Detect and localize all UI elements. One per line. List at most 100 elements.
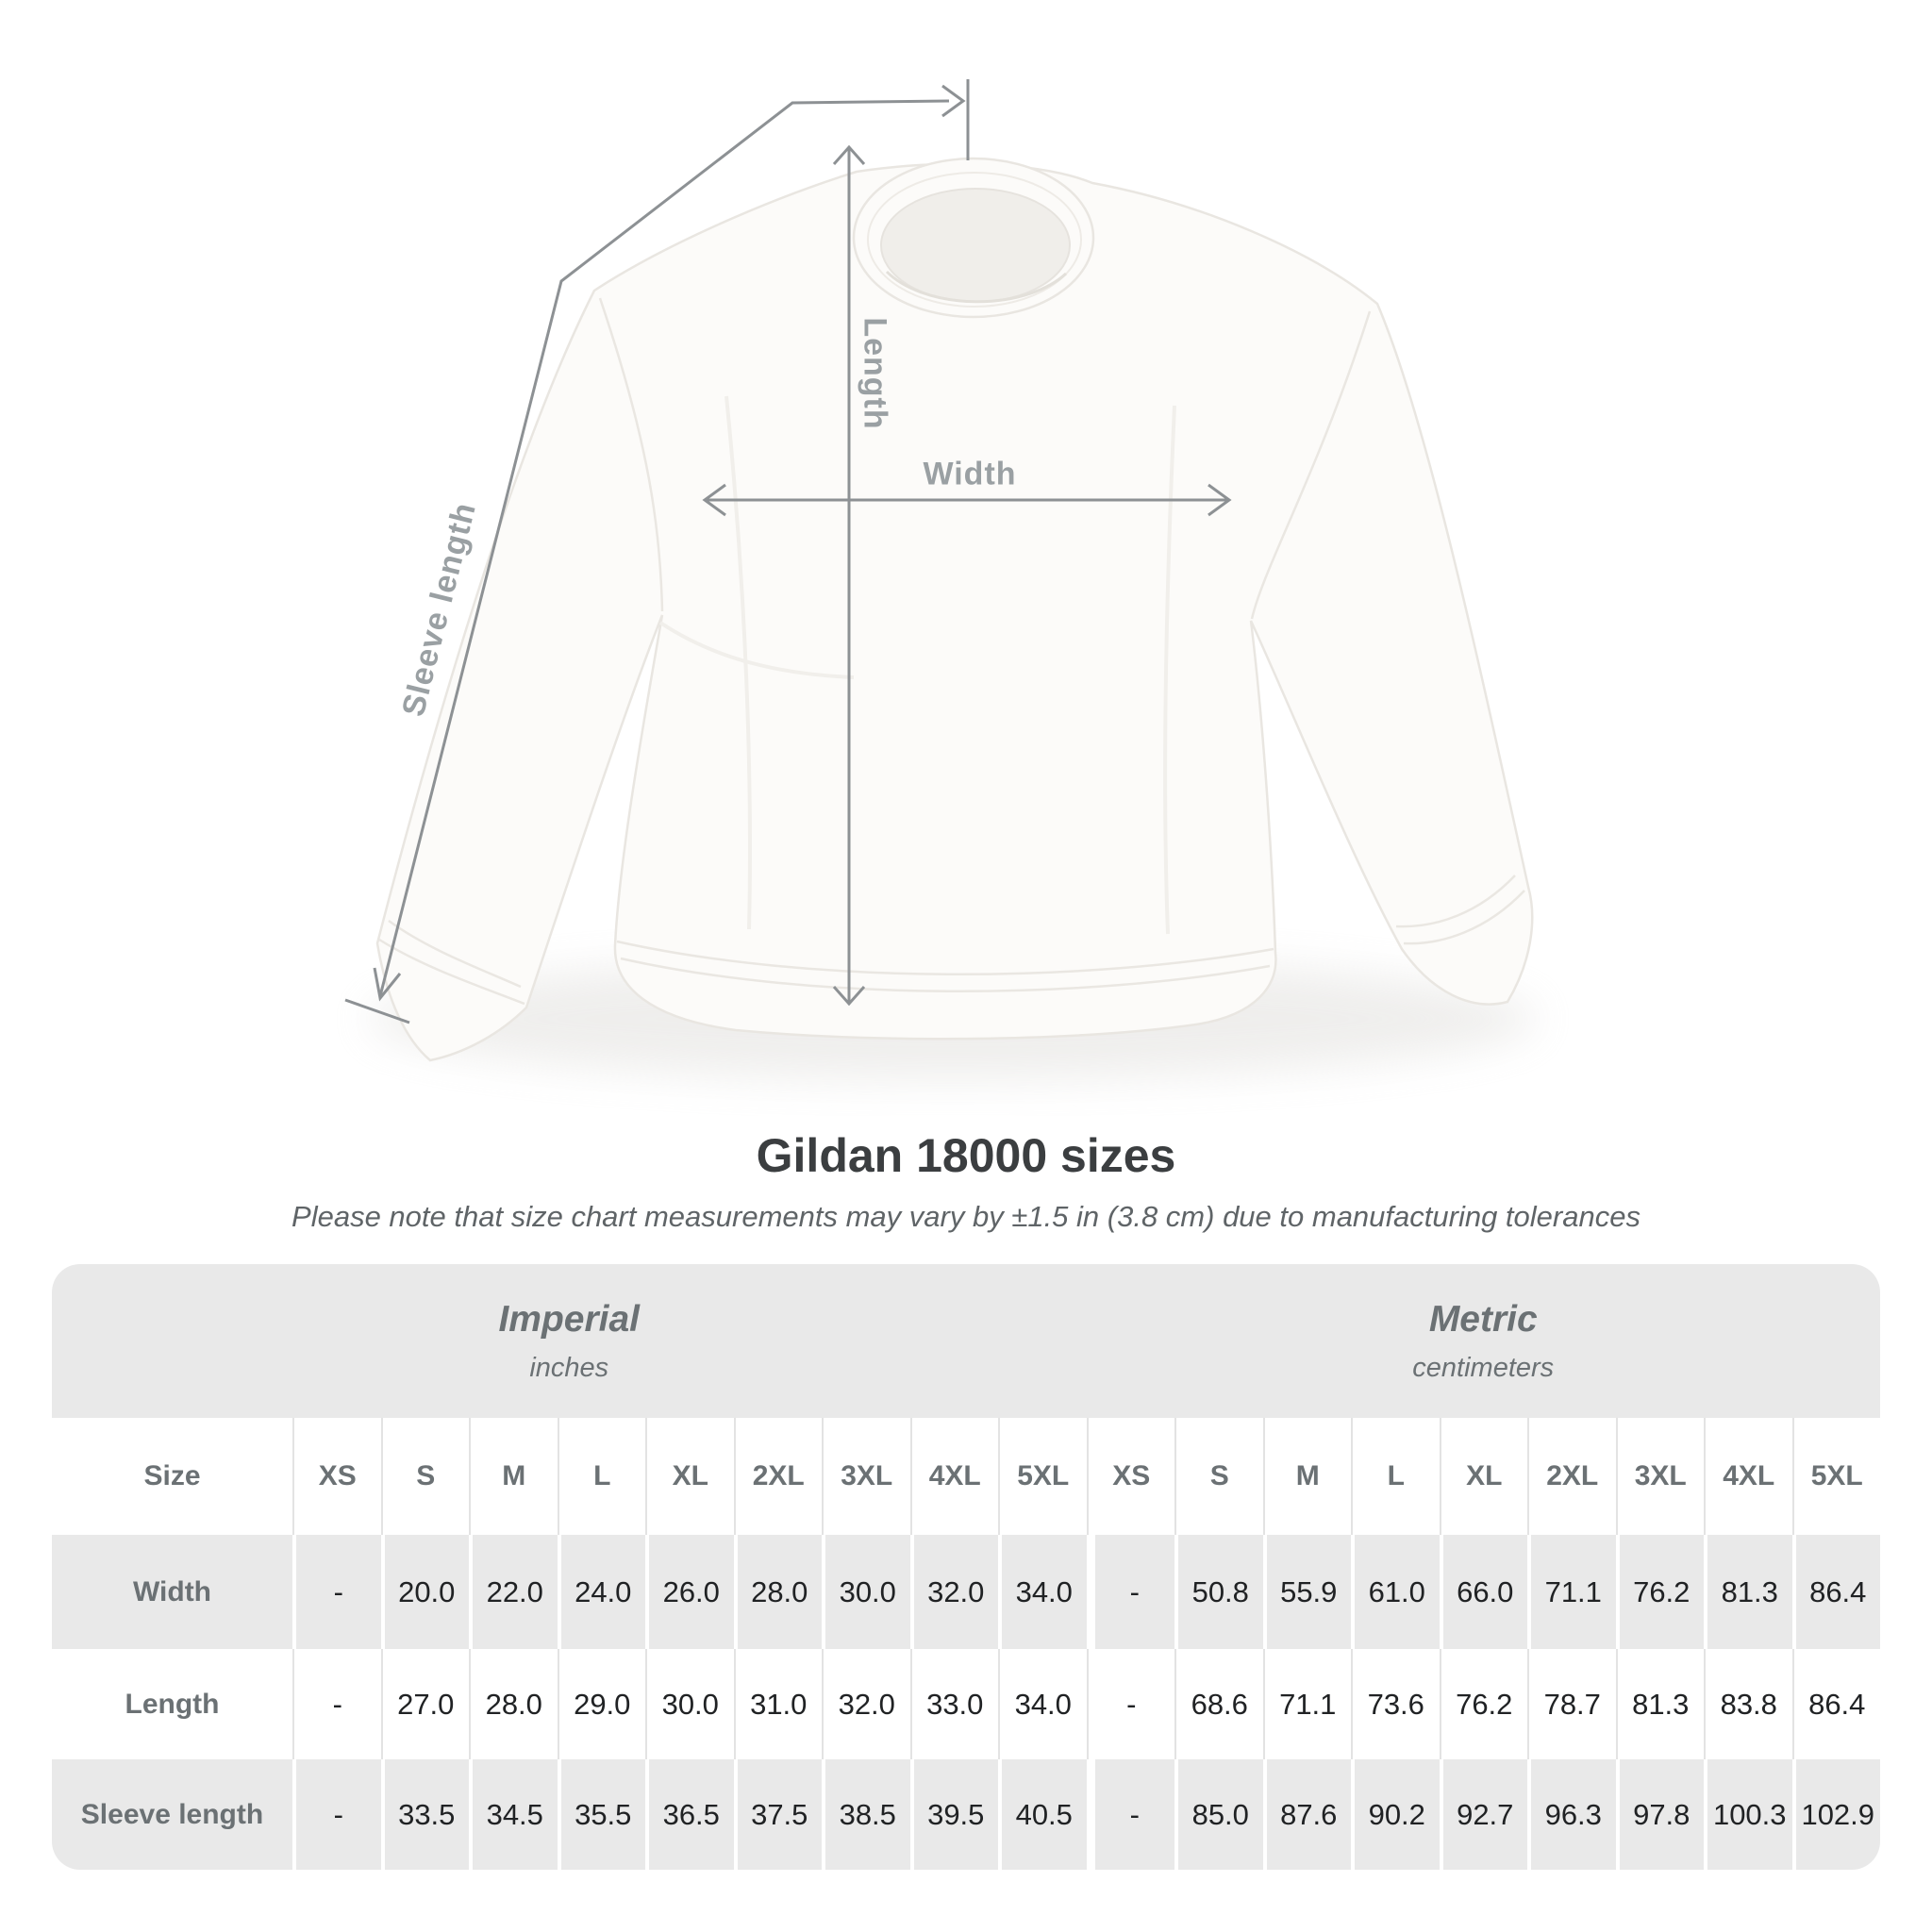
value-cell: 31.0 — [733, 1649, 823, 1759]
value-cell: 97.8 — [1615, 1759, 1705, 1870]
size-header-row: Size XS S M L XL 2XL 3XL 4XL 5XL XS S M L XL 2XL 3XL 4XL… — [52, 1418, 1880, 1535]
value-cell: 28.0 — [469, 1649, 558, 1759]
value-cell: 92.7 — [1439, 1759, 1528, 1870]
value-cell: 22.0 — [469, 1535, 558, 1649]
row-label: Sleeve length — [80, 1798, 264, 1830]
value-cell: - — [1086, 1535, 1175, 1649]
table-body: Width -20.0 22.0 24.0 26.0 28.0 30.0 32.0 34.0-5… — [52, 1535, 1880, 1870]
value-cell: - — [292, 1759, 381, 1870]
value-cell: 81.3 — [1615, 1649, 1705, 1759]
value-cell: 73.6 — [1351, 1649, 1440, 1759]
value-cell: 34.5 — [469, 1759, 558, 1870]
value-cell: 85.0 — [1174, 1759, 1263, 1870]
sweatshirt-body — [375, 162, 1534, 1062]
value-cell: 32.0 — [909, 1535, 999, 1649]
table-row: Sleeve length -33.5 34.5 35.5 36.5 37.5 38.5 39… — [52, 1759, 1880, 1870]
value-cell: 100.3 — [1704, 1759, 1792, 1870]
value-cell: 71.1 — [1527, 1535, 1616, 1649]
size-col-header: 2XL — [733, 1418, 823, 1535]
value-cell: 38.5 — [822, 1759, 910, 1870]
value-cell: 30.0 — [645, 1649, 734, 1759]
imperial-unit-label: inches — [529, 1352, 609, 1383]
width-measure-arrow — [702, 483, 1232, 517]
value-cell: 90.2 — [1351, 1759, 1440, 1870]
unit-group-header-row: Imperial inches Metric centimeters — [52, 1264, 1880, 1418]
size-col-header: 5XL — [1791, 1418, 1881, 1535]
metric-title: Metric — [1428, 1298, 1538, 1340]
sweatshirt-illustration — [344, 79, 1538, 1079]
value-cell: - — [1086, 1649, 1175, 1759]
value-cell: 34.0 — [998, 1535, 1087, 1649]
value-cell: 68.6 — [1174, 1649, 1263, 1759]
value-cell: 96.3 — [1527, 1759, 1616, 1870]
value-cell: 81.3 — [1704, 1535, 1792, 1649]
value-cell: - — [292, 1535, 381, 1649]
value-cell: 40.5 — [998, 1759, 1087, 1870]
size-col-header: 2XL — [1527, 1418, 1616, 1535]
sleeve-measure-line — [344, 79, 970, 1024]
value-cell: 55.9 — [1262, 1535, 1352, 1649]
size-col-header: 5XL — [998, 1418, 1087, 1535]
size-col-header: M — [1262, 1418, 1352, 1535]
value-cell: 37.5 — [733, 1759, 823, 1870]
value-cell: 29.0 — [557, 1649, 646, 1759]
table-row: Length -27.0 28.0 29.0 30.0 31.0 32.0 33.0 34.0-… — [52, 1649, 1880, 1759]
imperial-title: Imperial — [498, 1298, 641, 1340]
value-cell: 27.0 — [380, 1649, 470, 1759]
chart-subtitle: Please note that size chart measurements… — [291, 1200, 1641, 1233]
value-cell: 35.5 — [557, 1759, 646, 1870]
garment-diagram: Length Width Sleeve length — [344, 79, 1538, 1079]
value-cell: 20.0 — [380, 1535, 470, 1649]
size-col-header: L — [1351, 1418, 1440, 1535]
group-header-imperial: Imperial inches — [52, 1264, 1087, 1418]
value-cell: 87.6 — [1262, 1759, 1352, 1870]
value-cell: 83.8 — [1704, 1649, 1792, 1759]
title-block: Gildan 18000 sizes Please note that size… — [0, 1128, 1932, 1234]
value-cell: 78.7 — [1527, 1649, 1616, 1759]
row-label: Width — [132, 1575, 212, 1607]
length-label: Length — [857, 317, 893, 430]
value-cell: 71.1 — [1262, 1649, 1352, 1759]
value-cell: 24.0 — [557, 1535, 646, 1649]
value-cell: 102.9 — [1791, 1759, 1881, 1870]
size-col-header: S — [1174, 1418, 1263, 1535]
size-col-header: M — [469, 1418, 558, 1535]
size-col-header: XL — [645, 1418, 734, 1535]
measurement-lines — [344, 79, 1232, 1024]
size-col-header: XS — [292, 1418, 381, 1535]
chart-title: Gildan 18000 sizes — [756, 1129, 1176, 1182]
value-cell: 86.4 — [1791, 1535, 1881, 1649]
value-cell: 28.0 — [733, 1535, 823, 1649]
size-table: Imperial inches Metric centimeters Size … — [52, 1264, 1880, 1870]
size-col-header: XL — [1439, 1418, 1528, 1535]
value-cell: 32.0 — [822, 1649, 910, 1759]
length-measure-line — [832, 144, 866, 1007]
size-col-header: XS — [1086, 1418, 1175, 1535]
metric-unit-label: centimeters — [1412, 1352, 1555, 1383]
size-col-header: L — [557, 1418, 646, 1535]
size-corner-header: Size — [143, 1460, 201, 1491]
value-cell: - — [1086, 1759, 1175, 1870]
value-cell: 76.2 — [1439, 1649, 1528, 1759]
table-row: Width -20.0 22.0 24.0 26.0 28.0 30.0 32.0 34.0-5… — [52, 1535, 1880, 1649]
width-label: Width — [923, 456, 1017, 492]
collar — [852, 157, 1095, 319]
size-col-header: 3XL — [822, 1418, 910, 1535]
size-col-header: S — [380, 1418, 470, 1535]
size-col-header: 4XL — [909, 1418, 999, 1535]
value-cell: 39.5 — [909, 1759, 999, 1870]
garment-seams — [378, 297, 1525, 1006]
row-label: Length — [125, 1688, 220, 1720]
value-cell: 33.0 — [909, 1649, 999, 1759]
value-cell: 66.0 — [1439, 1535, 1528, 1649]
value-cell: 26.0 — [645, 1535, 734, 1649]
fabric-folds — [658, 395, 1176, 935]
value-cell: 36.5 — [645, 1759, 734, 1870]
value-cell: 34.0 — [998, 1649, 1087, 1759]
value-cell: - — [292, 1649, 381, 1759]
value-cell: 33.5 — [380, 1759, 470, 1870]
value-cell: 61.0 — [1351, 1535, 1440, 1649]
value-cell: 50.8 — [1174, 1535, 1263, 1649]
group-header-metric: Metric centimeters — [1087, 1264, 1881, 1418]
